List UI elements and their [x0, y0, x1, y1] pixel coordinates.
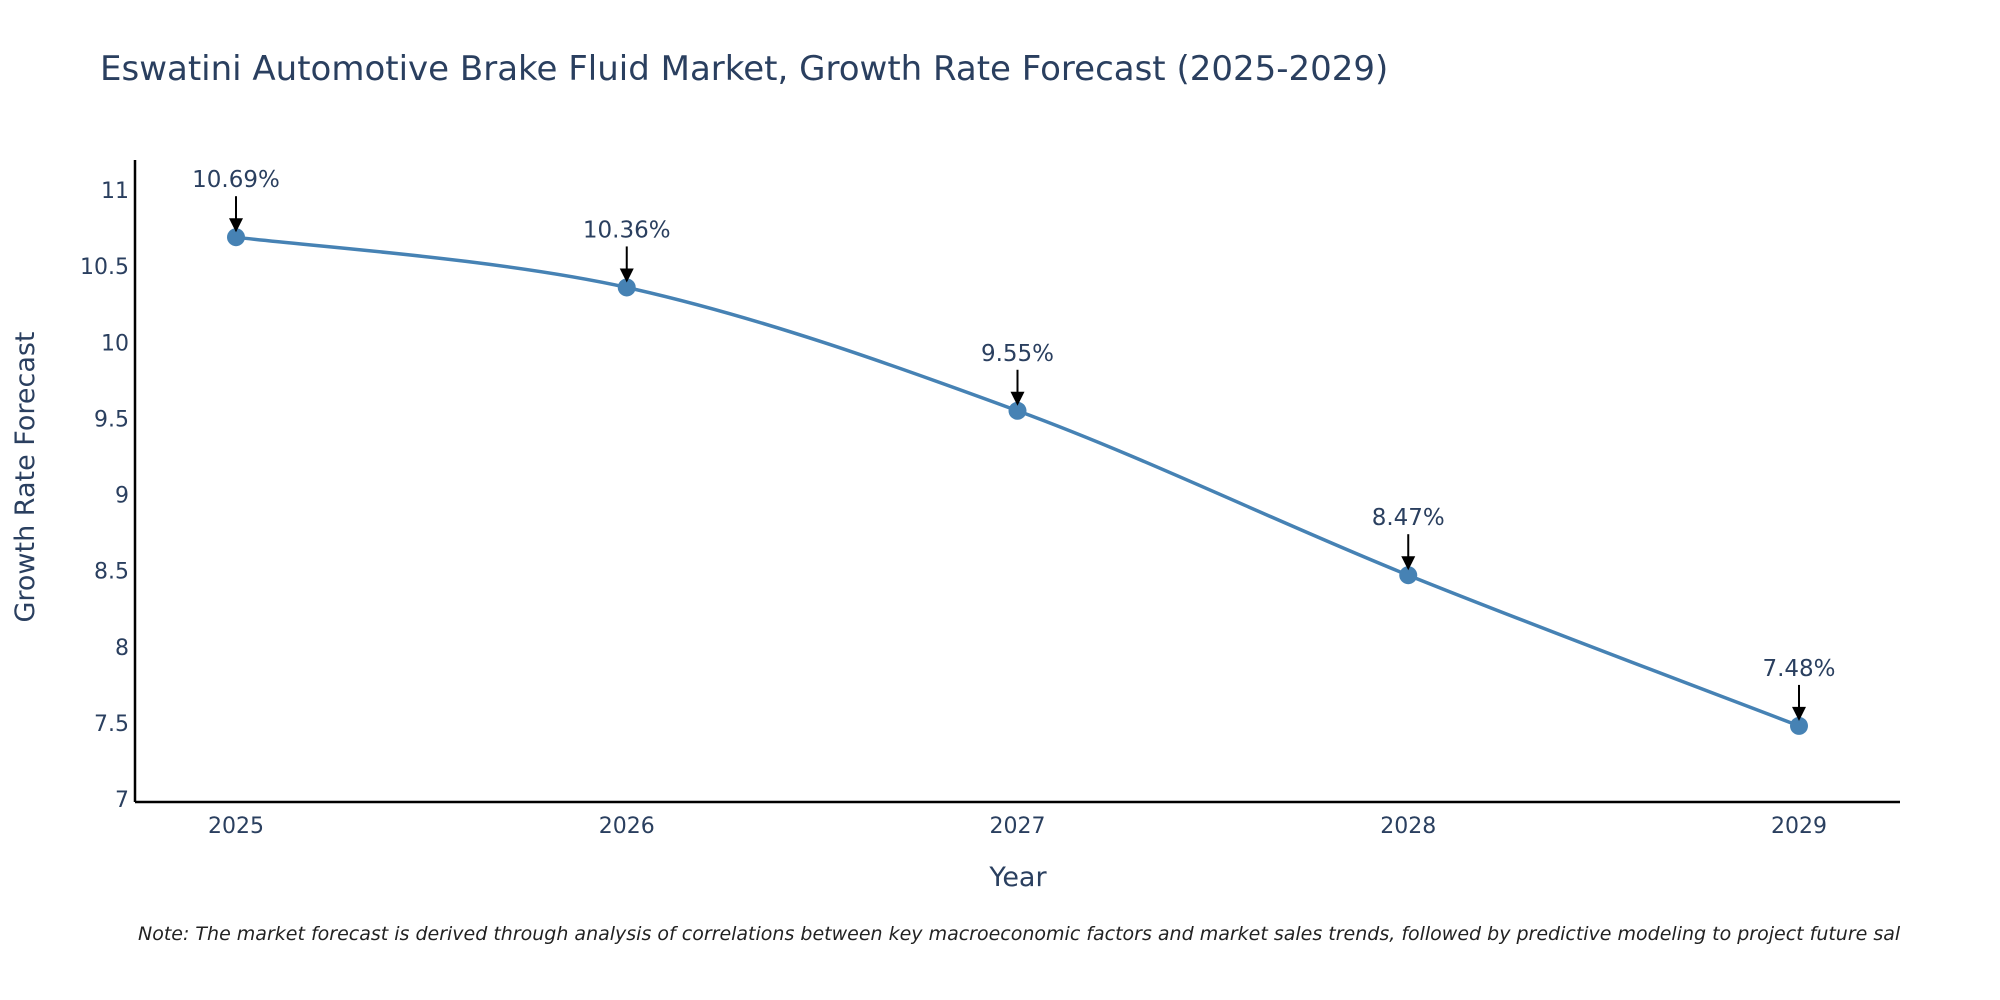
- data-annotations: 10.69% 10.36% 9.55% 8.47% 7.48%: [192, 167, 1836, 721]
- data-label-2028: 8.47%: [1372, 505, 1445, 531]
- annotation-arrow-head: [229, 218, 243, 233]
- x-tick-label: 2025: [208, 814, 264, 839]
- annotation-arrow-head: [1792, 706, 1806, 721]
- annotation-arrow-head: [1010, 391, 1025, 406]
- y-tick-label: 7: [115, 788, 129, 813]
- y-tick-label: 8: [115, 636, 129, 661]
- data-point-2029: [1790, 716, 1808, 735]
- y-tick-label: 7.5: [94, 712, 129, 737]
- data-label-2029: 7.48%: [1762, 656, 1835, 682]
- y-axis-ticks: 7 7.5 8 8.5 9 9.5 10 10.5 11: [80, 179, 129, 813]
- series-line: [235, 235, 1800, 728]
- data-label-2027: 9.55%: [981, 341, 1054, 367]
- x-tick-label: 2029: [1771, 814, 1827, 839]
- chart-note: Note: The market forecast is derived thr…: [138, 923, 1901, 945]
- y-tick-label: 11: [101, 179, 129, 204]
- y-tick-label: 9: [115, 484, 129, 509]
- axes: [133, 160, 1900, 804]
- data-point-2025: [227, 228, 245, 247]
- data-point-2026: [617, 278, 636, 297]
- x-axis-ticks: 2025 2026 2027 2028 2029: [208, 814, 1827, 839]
- y-tick-label: 8.5: [94, 560, 129, 585]
- annotation-arrow-head: [619, 268, 634, 283]
- data-point-2027: [1008, 401, 1027, 420]
- x-tick-label: 2026: [599, 814, 655, 839]
- x-axis-title: Year: [988, 862, 1047, 893]
- data-point-2028: [1399, 566, 1418, 585]
- y-tick-label: 10: [101, 331, 129, 356]
- y-axis-title: Growth Rate Forecast: [10, 331, 41, 622]
- data-label-2026: 10.36%: [583, 217, 671, 243]
- data-markers: [227, 228, 1808, 735]
- chart-title: Eswatini Automotive Brake Fluid Market, …: [100, 49, 1388, 89]
- x-tick-label: 2028: [1380, 814, 1436, 839]
- x-tick-label: 2027: [990, 814, 1046, 839]
- data-label-2025: 10.69%: [192, 167, 280, 193]
- y-tick-label: 10.5: [80, 255, 129, 280]
- y-tick-label: 9.5: [94, 407, 129, 432]
- annotation-arrow-head: [1401, 556, 1416, 571]
